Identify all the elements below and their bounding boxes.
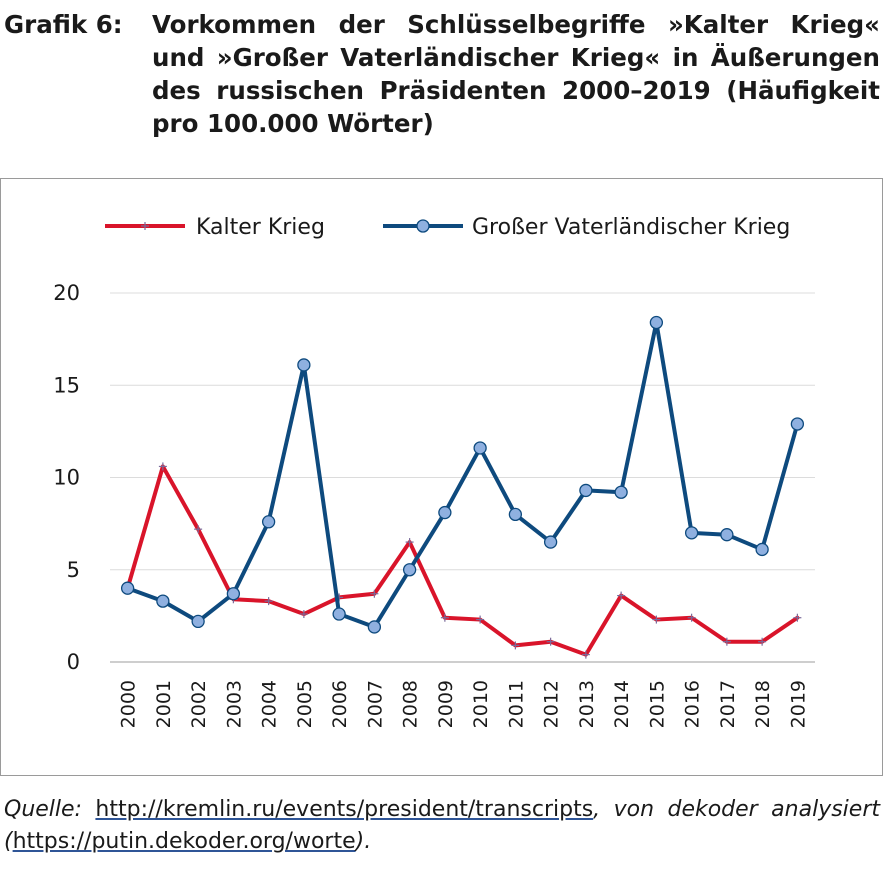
axes: 0 5 10 15 20 2000 2001 2002 2003 2004 2005 2006 2007… — [53, 281, 809, 728]
x-tick-label: 2009 — [435, 680, 457, 728]
legend: Kalter Krieg Großer Vaterländischer Krieg — [105, 215, 790, 240]
data-point — [755, 542, 769, 557]
legend-item-grosser-vaterlaendischer-krieg: Großer Vaterländischer Krieg — [383, 215, 790, 240]
legend-item-kalter-krieg: Kalter Krieg — [105, 215, 325, 240]
source-link-dekoder[interactable]: https://putin.dekoder.org/worte — [12, 829, 356, 854]
source-note: Quelle: http://kremlin.ru/events/preside… — [4, 794, 880, 858]
figure-caption: Grafik 6: Vorkommen der Schlüsselbegriff… — [4, 8, 880, 140]
data-point — [120, 581, 135, 595]
legend-marker — [141, 222, 149, 230]
legend-marker — [416, 219, 430, 233]
data-point — [297, 358, 311, 372]
data-point — [687, 613, 696, 622]
data-point — [652, 615, 661, 624]
data-point — [546, 637, 555, 646]
data-point — [370, 589, 379, 598]
data-point — [332, 607, 346, 621]
source-link-kremlin[interactable]: http://kremlin.ru/events/president/trans… — [95, 797, 594, 822]
series — [120, 315, 805, 659]
data-point — [402, 563, 417, 577]
data-point — [194, 525, 203, 534]
x-tick-label: 2013 — [576, 680, 598, 728]
x-tick-label: 2016 — [682, 680, 704, 728]
x-tick-label: 2005 — [294, 680, 316, 728]
data-point — [191, 614, 205, 629]
data-point — [405, 538, 414, 547]
data-point — [684, 526, 699, 540]
source-middle: , von dekoder analysiert ( — [4, 797, 880, 854]
x-tick-label: 2017 — [717, 680, 739, 728]
data-point — [722, 637, 731, 646]
x-tick-label: 2015 — [646, 680, 668, 728]
data-point — [476, 615, 485, 624]
legend-label: Kalter Krieg — [196, 215, 325, 240]
line-chart: 0 5 10 15 20 2000 2001 2002 2003 2004 2005 2006 2007… — [53, 215, 815, 728]
chart-frame — [0, 178, 883, 776]
data-point — [440, 613, 449, 622]
x-tick-label: 2000 — [118, 680, 140, 728]
data-point — [158, 462, 167, 471]
data-point — [299, 610, 308, 619]
x-tick-label: 2010 — [470, 680, 492, 728]
data-point — [758, 637, 767, 646]
data-point — [264, 597, 273, 606]
data-point — [720, 528, 734, 542]
data-point — [543, 535, 558, 549]
y-tick-label: 5 — [67, 558, 80, 582]
y-tick-label: 15 — [53, 373, 80, 397]
data-point — [438, 505, 452, 520]
x-tick-label: 2018 — [752, 680, 774, 728]
y-tick-label: 20 — [53, 281, 80, 305]
data-point — [156, 594, 170, 608]
data-point — [581, 650, 590, 659]
y-tick-label: 0 — [67, 650, 80, 674]
source-suffix: ). — [355, 829, 372, 854]
series-grosser-vaterlaendischer-krieg — [120, 315, 805, 634]
data-point — [790, 417, 805, 431]
y-tick-label: 10 — [53, 466, 80, 490]
x-tick-label: 2001 — [153, 680, 175, 728]
data-point — [508, 507, 523, 522]
x-tick-label: 2019 — [787, 680, 809, 728]
data-point — [579, 483, 593, 498]
x-tick-label: 2006 — [329, 680, 351, 728]
data-point — [614, 485, 628, 499]
series-kalter-krieg — [123, 462, 802, 659]
x-tick-label: 2002 — [188, 680, 210, 728]
source-prefix: Quelle: — [4, 797, 82, 822]
x-tick-label: 2012 — [541, 680, 563, 728]
x-tick-label: 2014 — [611, 680, 633, 728]
series-line — [125, 464, 800, 657]
x-tick-label: 2011 — [505, 680, 527, 728]
x-tick-label: 2003 — [223, 680, 245, 728]
x-tick-label: 2008 — [400, 680, 422, 728]
data-point — [793, 613, 802, 622]
data-point — [261, 515, 276, 529]
data-point — [649, 315, 664, 330]
figure-title: Vorkommen der Schlüsselbegriffe »Kalter … — [152, 10, 880, 138]
x-tick-label: 2004 — [259, 680, 281, 728]
data-point — [367, 620, 382, 634]
data-point — [511, 641, 520, 650]
data-point — [617, 591, 626, 600]
data-point — [473, 441, 487, 455]
x-tick-label: 2007 — [364, 680, 386, 728]
gridlines — [110, 292, 815, 663]
series-line — [125, 320, 800, 629]
figure-label: Grafik 6: — [4, 10, 123, 39]
legend-label: Großer Vaterländischer Krieg — [472, 215, 790, 240]
data-point — [226, 587, 241, 601]
